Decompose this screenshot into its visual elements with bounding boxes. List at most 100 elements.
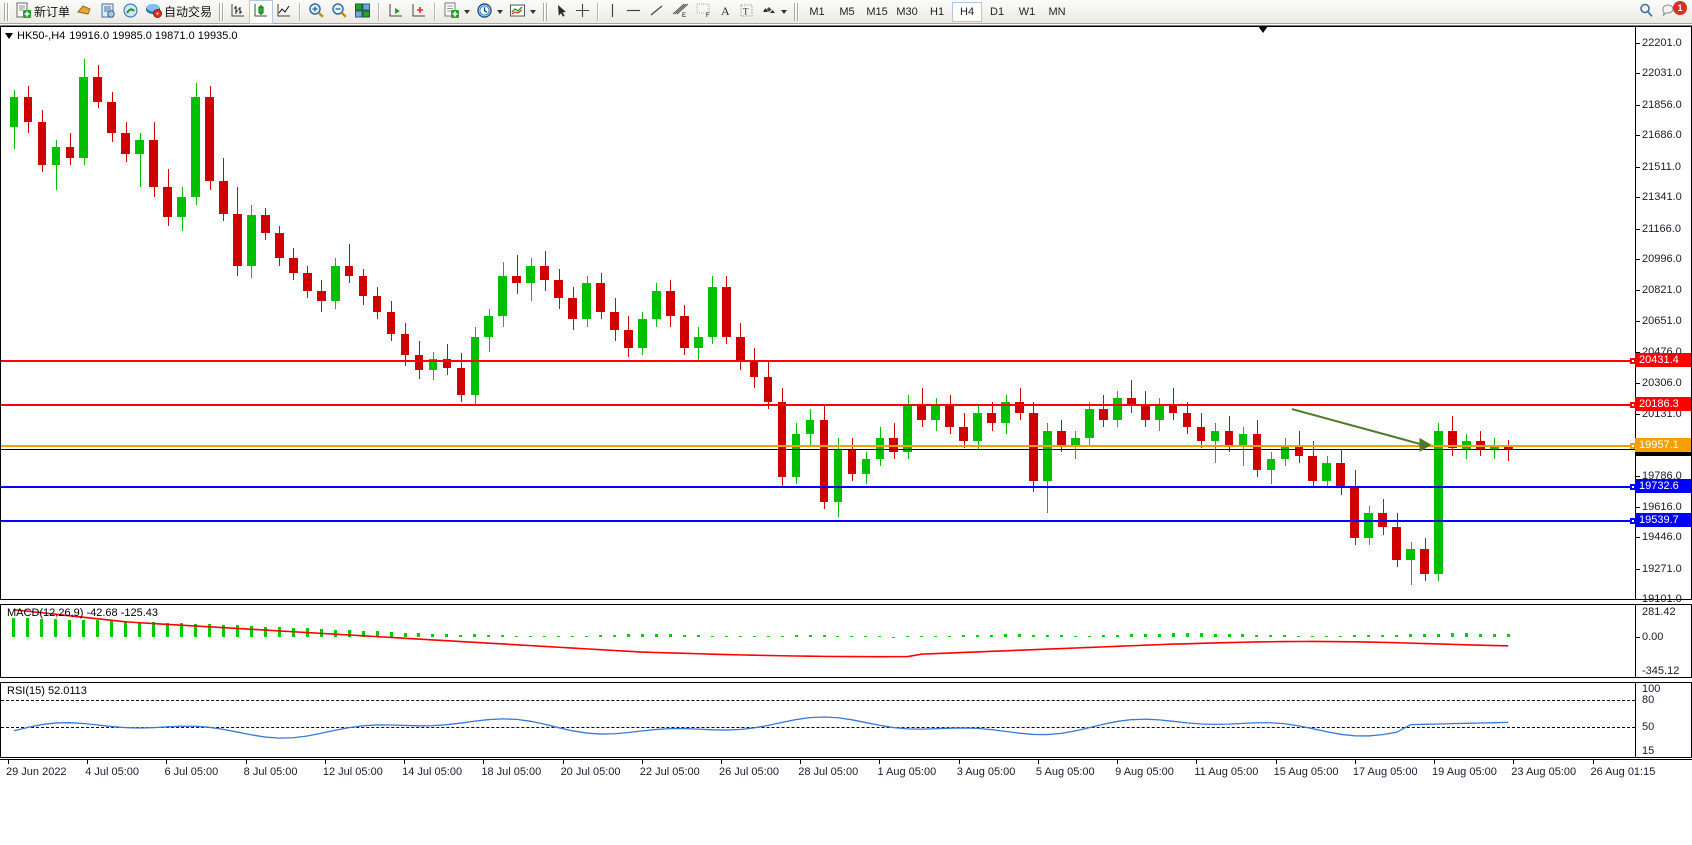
macd-histogram-bar — [1101, 634, 1105, 638]
macd-histogram-bar — [1297, 635, 1301, 638]
price-plot[interactable] — [1, 27, 1635, 599]
macd-histogram-bar — [1436, 633, 1440, 638]
vertical-line-button[interactable] — [603, 1, 622, 23]
chevron-down-icon-2[interactable] — [497, 9, 504, 14]
trendline-button[interactable] — [645, 1, 668, 23]
chart-shift-icon — [410, 2, 427, 22]
candle-body — [666, 290, 675, 316]
text-button[interactable]: A — [716, 1, 736, 23]
time-tick — [404, 760, 406, 764]
timeframe-m30[interactable]: M30 — [896, 5, 918, 18]
data-window-button[interactable] — [73, 1, 96, 23]
vertical-line-icon — [606, 3, 619, 21]
level-line-resistance-2[interactable] — [1, 402, 1635, 409]
timeframe-w1[interactable]: W1 — [1018, 5, 1036, 18]
level-tag-support-2[interactable]: 19539.7 — [1635, 513, 1691, 528]
candlestick-chart-button[interactable] — [249, 0, 274, 24]
down-trend-arrow — [1291, 408, 1432, 452]
new-order-button[interactable]: 新订单 — [12, 1, 73, 23]
candle-body — [288, 258, 298, 273]
period-button[interactable] — [473, 1, 506, 23]
auto-trading-button[interactable]: 自动交易 — [142, 1, 215, 23]
timeframe-h1[interactable]: H1 — [930, 5, 945, 18]
level-tag-current-price[interactable]: 19957.1 — [1635, 438, 1691, 453]
macd-histogram-bar — [822, 635, 826, 638]
chart-area[interactable]: HK50-,H4 19916.0 19985.0 19871.0 19935.0… — [0, 25, 1692, 845]
rsi-plot[interactable] — [1, 683, 1635, 757]
templates-button[interactable] — [506, 1, 539, 23]
search-button[interactable] — [1635, 1, 1658, 23]
toolbar-grip-3[interactable] — [542, 2, 549, 21]
macd-plot[interactable] — [1, 605, 1635, 677]
chevron-down-icon-4[interactable] — [781, 9, 788, 14]
toolbar-grip[interactable] — [3, 2, 9, 21]
terminal-button[interactable] — [119, 1, 142, 23]
toolbar-grip-2[interactable] — [218, 2, 225, 21]
notification-button[interactable]: 1 — [1658, 0, 1687, 22]
auto-scroll-button[interactable] — [384, 1, 407, 23]
auto-scroll-icon — [387, 2, 404, 22]
candle-body — [624, 330, 633, 349]
price-tick — [1636, 73, 1640, 75]
time-axis[interactable]: 29 Jun 2022 4 Jul 05:00 6 Jul 05:00 8 Jul 0… — [0, 759, 1692, 789]
rsi-scale[interactable]: 100 80 50 15 — [1635, 683, 1691, 757]
macd-pane[interactable]: MACD(12,26,9) -42.68 -125.43 281.42 0.00 -… — [0, 604, 1692, 678]
level-handle[interactable] — [1630, 358, 1635, 365]
price-tick — [1636, 382, 1640, 384]
level-line-support-1[interactable] — [1, 483, 1635, 490]
tile-windows-button[interactable] — [351, 1, 374, 23]
bar-chart-button[interactable] — [227, 1, 249, 23]
text-icon: A — [719, 3, 733, 21]
level-tag-resistance-2[interactable]: 20186.3 — [1635, 397, 1691, 412]
timeframe-mn[interactable]: MN — [1048, 5, 1066, 18]
level-line-current-price[interactable] — [1, 443, 1635, 450]
chevron-down-icon[interactable] — [464, 9, 471, 14]
text-label-icon: T — [739, 3, 754, 21]
level-line-support-2[interactable] — [1, 518, 1635, 525]
indicators-button[interactable] — [440, 1, 473, 23]
crosshair-button[interactable] — [572, 1, 593, 23]
data-window-icon — [76, 2, 93, 22]
price-tick-label: 21856.0 — [1642, 98, 1682, 111]
fibonacci-button[interactable]: E — [668, 1, 692, 23]
macd-histogram-bar — [1129, 634, 1133, 638]
text-label-button[interactable]: T — [736, 1, 757, 23]
level-handle[interactable] — [1630, 518, 1635, 525]
timeframe-d1[interactable]: D1 — [990, 5, 1005, 18]
timeframe-h4[interactable]: H4 — [952, 1, 983, 22]
navigator-button[interactable] — [96, 1, 119, 23]
cursor-button[interactable] — [551, 1, 572, 23]
collapse-icon[interactable] — [5, 33, 13, 39]
horizontal-line-button[interactable] — [622, 1, 645, 23]
level-tag-support-1[interactable]: 19732.6 — [1635, 478, 1691, 493]
macd-scale[interactable]: 281.42 0.00 -345.12 — [1635, 605, 1691, 677]
price-pane[interactable]: HK50-,H4 19916.0 19985.0 19871.0 19935.0… — [0, 26, 1692, 605]
level-handle[interactable] — [1630, 483, 1635, 490]
price-tick-label: 20651.0 — [1642, 314, 1682, 327]
zoom-out-button[interactable] — [328, 1, 351, 23]
macd-histogram-bar — [1353, 635, 1357, 638]
timeframe-m15[interactable]: M15 — [866, 5, 888, 18]
level-handle[interactable] — [1630, 402, 1635, 409]
time-tick-label: 15 Aug 05:00 — [1273, 766, 1339, 778]
level-tag-resistance-1[interactable]: 20431.4 — [1635, 353, 1691, 368]
timeframe-m5[interactable]: M5 — [839, 5, 855, 18]
macd-histogram-bar — [1395, 634, 1399, 638]
macd-histogram-bar — [794, 634, 798, 638]
chart-shift-button[interactable] — [407, 1, 430, 23]
rsi-tick-label: 100 — [1642, 683, 1661, 695]
toolbar-grip-4[interactable] — [793, 2, 800, 21]
rsi-pane[interactable]: RSI(15) 52.0113 100 80 50 15 — [0, 682, 1692, 758]
timeframe-m1[interactable]: M1 — [809, 5, 825, 18]
svg-text:F: F — [706, 13, 710, 18]
level-line-resistance-1[interactable] — [1, 358, 1635, 365]
zoom-in-button[interactable] — [305, 1, 328, 23]
chevron-down-icon-3[interactable] — [530, 9, 537, 14]
price-scale[interactable]: 22201.0 22031.0 21856.0 21686.0 21511.0 21341… — [1635, 27, 1691, 605]
line-chart-button[interactable] — [273, 1, 295, 23]
price-tick-label: 20996.0 — [1642, 253, 1682, 266]
level-handle[interactable] — [1630, 443, 1635, 450]
equidistant-channel-button[interactable]: F — [692, 1, 716, 23]
shapes-button[interactable] — [757, 1, 790, 23]
